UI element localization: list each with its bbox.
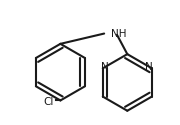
Text: N: N (102, 62, 109, 72)
Text: N: N (145, 62, 153, 72)
Text: NH: NH (111, 28, 126, 38)
Text: Cl: Cl (44, 97, 54, 107)
